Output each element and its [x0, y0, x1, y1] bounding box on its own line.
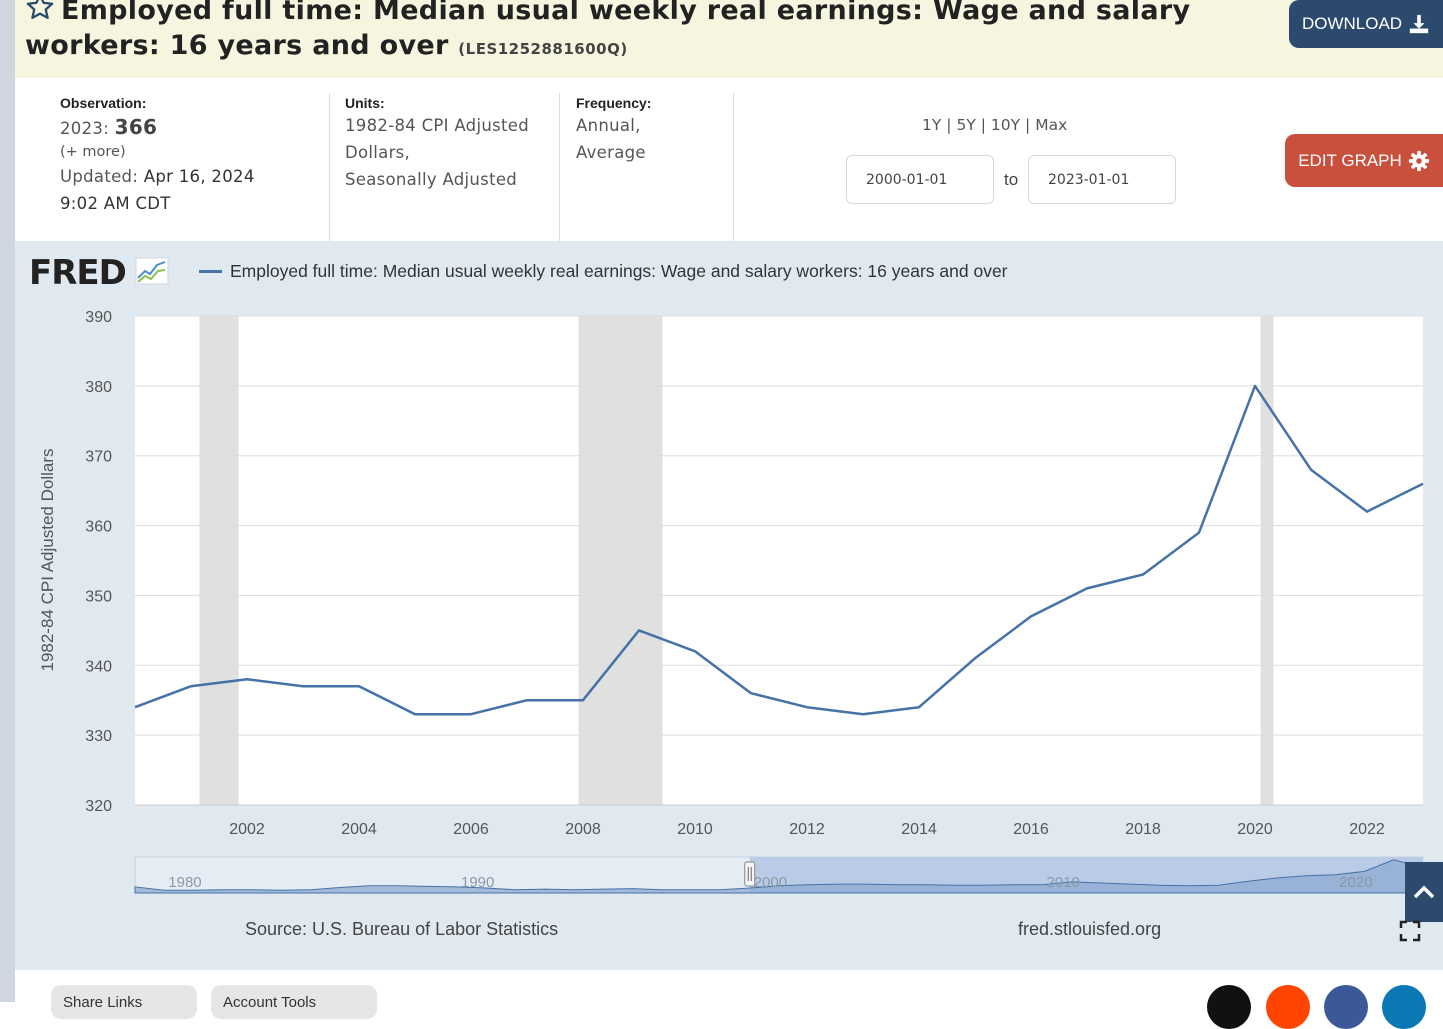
range-separator: | [946, 116, 952, 134]
download-button[interactable]: DOWNLOAD [1289, 0, 1443, 48]
divider [559, 93, 560, 241]
updated-time: 9:02 AM CDT [60, 194, 171, 213]
navigator-year-label: 2020 [1339, 874, 1372, 891]
x-tick-label: 2012 [789, 821, 825, 838]
navigator-year-label: 2000 [754, 874, 787, 891]
line-chart: 320 330 340 350 360 370 380 390 2002 2004 2006 200… [38, 309, 1424, 894]
divider [329, 93, 330, 241]
range-separator: | [980, 116, 986, 134]
navigator-year-label: 1990 [461, 874, 494, 891]
observation-value: 366 [114, 115, 158, 139]
recession-band [199, 316, 239, 805]
source-label: Source: U.S. Bureau of Labor Statistics [245, 919, 559, 939]
units-line1: 1982-84 CPI Adjusted [345, 116, 529, 135]
navigator-year-label: 1980 [168, 874, 201, 891]
y-tick-label: 330 [85, 728, 112, 745]
range-1y[interactable]: 1Y [922, 116, 942, 134]
x-tick-label: 2002 [229, 821, 265, 838]
updated-line: Updated: Apr 16, 2024 [60, 163, 330, 190]
x-tick-label: 2004 [341, 821, 377, 838]
legend-label: Employed full time: Median usual weekly … [230, 261, 1008, 281]
x-share-icon[interactable] [1207, 985, 1251, 1029]
account-tools-button[interactable]: Account Tools [211, 985, 377, 1019]
star-icon[interactable] [25, 0, 55, 22]
legend-swatch [199, 270, 222, 273]
x-tick-label: 2020 [1237, 821, 1273, 838]
series-line [134, 384, 1424, 716]
observation-label: Observation: [60, 95, 147, 111]
recession-band [578, 316, 663, 805]
page-title: Employed full time: Median usual weekly … [25, 0, 1285, 67]
x-tick-label: 2022 [1349, 821, 1385, 838]
frequency-line1: Annual, [576, 116, 641, 135]
y-tick-label: 320 [85, 798, 112, 815]
y-tick-label: 380 [85, 379, 112, 396]
updated-date: Apr 16, 2024 [143, 167, 255, 186]
y-tick-label: 390 [85, 309, 112, 326]
site-label[interactable]: fred.stlouisfed.org [1018, 919, 1162, 939]
y-tick-label: 370 [85, 449, 112, 466]
x-tick-label: 2016 [1013, 821, 1049, 838]
x-tick-label: 2018 [1125, 821, 1161, 838]
y-axis-label: 1982-84 CPI Adjusted Dollars [38, 448, 57, 671]
navigator-area [134, 859, 1424, 894]
observation-period: 2023: [60, 119, 110, 138]
chevron-up-icon [1413, 885, 1435, 899]
range-5y[interactable]: 5Y [956, 116, 976, 134]
frequency-block: Frequency: Annual, Average [576, 78, 736, 241]
y-tick-label: 360 [85, 519, 112, 536]
units-line3: Seasonally Adjusted [345, 170, 518, 189]
fred-logo-text: FRED [29, 253, 127, 293]
linkedin-share-icon[interactable] [1382, 985, 1426, 1029]
navigator-year-label: 2010 [1046, 874, 1079, 891]
x-tick-label: 2008 [565, 821, 601, 838]
x-tick-label: 2010 [677, 821, 713, 838]
start-date-input[interactable]: 2000-01-01 [846, 155, 994, 204]
fred-logo: FRED [29, 253, 169, 293]
download-icon [1409, 14, 1429, 34]
series-metadata: Observation: 2023: 366 (+ more) Updated:… [15, 78, 1443, 241]
x-tick-label: 2014 [901, 821, 937, 838]
units-block: Units: 1982-84 CPI Adjusted Dollars, Sea… [345, 78, 560, 241]
download-label: DOWNLOAD [1301, 14, 1403, 33]
observation-block: Observation: 2023: 366 (+ more) Updated:… [60, 78, 330, 241]
range-max[interactable]: Max [1035, 116, 1068, 134]
series-header: Employed full time: Median usual weekly … [15, 0, 1443, 78]
range-separator: | [1025, 116, 1031, 134]
plot-area [135, 316, 1423, 805]
fullscreen-icon[interactable] [1399, 920, 1421, 942]
range-navigator[interactable]: 1980 1990 2000 2010 2020 [134, 856, 1424, 894]
updated-label: Updated: [60, 167, 139, 186]
scroll-to-top-button[interactable] [1405, 862, 1443, 922]
y-tick-label: 340 [85, 658, 112, 675]
reddit-share-icon[interactable] [1266, 985, 1310, 1029]
share-links-button[interactable]: Share Links [51, 985, 197, 1019]
account-tools-label: Account Tools [223, 994, 317, 1011]
edit-graph-label: EDIT GRAPH [1298, 150, 1402, 170]
to-label: to [1004, 170, 1019, 189]
share-links-label: Share Links [63, 994, 143, 1011]
frequency-label: Frequency: [576, 95, 652, 111]
series-title: Employed full time: Median usual weekly … [25, 0, 1191, 61]
facebook-share-icon[interactable] [1324, 985, 1368, 1029]
range-shortcuts: 1Y | 5Y | 10Y | Max [922, 116, 1067, 134]
observation-value-line: 2023: 366 [60, 114, 330, 142]
end-date-input[interactable]: 2023-01-01 [1028, 155, 1176, 204]
gear-icon [1408, 150, 1429, 171]
frequency-line2: Average [576, 143, 646, 162]
series-id: (LES1252881600Q) [458, 40, 628, 58]
recession-band [1260, 316, 1274, 805]
navigator-left-handle [744, 861, 756, 887]
window-left-edge [0, 0, 15, 1002]
units-label: Units: [345, 95, 385, 111]
x-tick-label: 2006 [453, 821, 489, 838]
edit-graph-button[interactable]: EDIT GRAPH [1285, 134, 1443, 187]
divider [733, 93, 734, 241]
fred-graph-icon [135, 257, 169, 285]
y-tick-label: 350 [85, 588, 112, 605]
range-10y[interactable]: 10Y [990, 116, 1021, 134]
units-line2: Dollars, [345, 143, 411, 162]
more-observations-link[interactable]: (+ more) [60, 144, 126, 160]
